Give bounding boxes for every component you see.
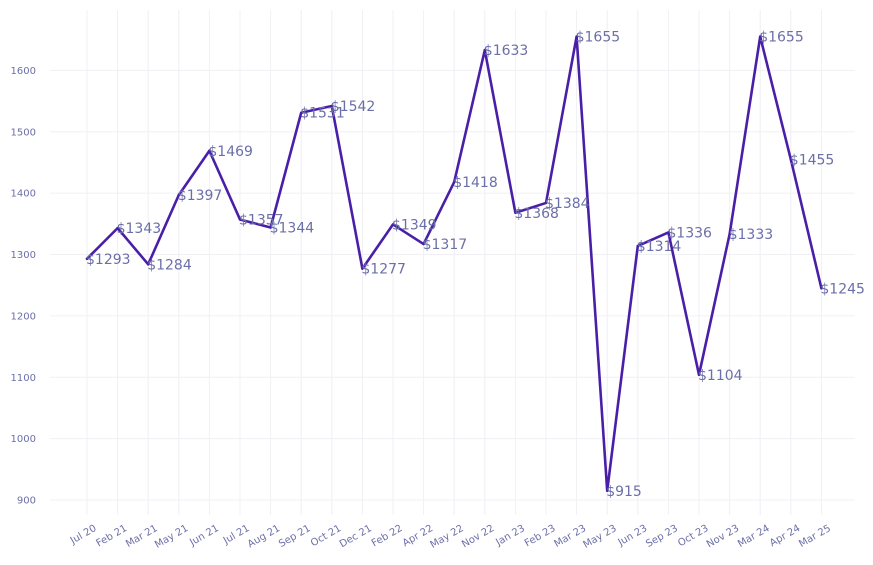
data-label: $1418	[453, 175, 498, 191]
y-tick-label: 1300	[11, 250, 36, 261]
x-tick-label: Jun 23	[616, 523, 650, 549]
data-point	[820, 287, 823, 290]
data-label: $1655	[576, 30, 621, 46]
x-tick-label: Mar 24	[736, 523, 772, 550]
data-label: $1277	[361, 262, 406, 278]
series-line-layer	[85, 35, 823, 493]
data-label: $1357	[239, 213, 284, 229]
x-tick-label: Jun 21	[187, 523, 221, 549]
x-tick-label: Feb 22	[370, 523, 405, 549]
x-tick-label: Sep 23	[644, 523, 680, 550]
data-point	[514, 211, 517, 214]
data-label: $1531	[300, 106, 345, 122]
data-point	[361, 267, 364, 270]
data-label: $1293	[86, 252, 131, 268]
data-label: $1104	[698, 368, 743, 384]
y-tick-label: 1500	[11, 127, 36, 138]
data-label: $1317	[423, 237, 468, 253]
data-label: $1314	[637, 239, 682, 255]
data-point	[453, 180, 456, 184]
data-point	[208, 149, 211, 152]
data-point	[300, 111, 303, 114]
x-tick-label: May 22	[429, 523, 466, 551]
data-label: $1344	[270, 220, 315, 236]
x-tick-label: Jan 23	[493, 523, 526, 549]
y-tick-label: 1100	[11, 373, 36, 384]
y-tick-label: 900	[17, 496, 36, 507]
x-tick-label: Feb 23	[523, 523, 558, 549]
data-point	[667, 231, 670, 234]
x-tick-label: Apr 24	[768, 523, 802, 549]
data-point	[697, 373, 701, 376]
data-point	[575, 35, 578, 38]
x-tick-label: Sep 21	[277, 523, 313, 550]
y-tick-label: 1200	[11, 311, 36, 322]
data-label-layer: $1293 $1343 $1284 $1397 $1469 $1357$1344 $1531…	[86, 30, 865, 500]
data-label: $1384	[545, 196, 590, 212]
data-point	[789, 158, 792, 161]
data-point	[544, 201, 548, 205]
data-point	[116, 226, 119, 230]
y-tick-label: 1000	[11, 434, 36, 445]
data-point	[269, 226, 272, 229]
x-tick-label: Feb 21	[94, 523, 129, 549]
x-tick-label: Nov 23	[705, 523, 741, 550]
x-tick-label: Nov 22	[460, 523, 496, 550]
data-label: $1368	[514, 206, 559, 222]
data-point	[422, 242, 425, 246]
y-tick-label: 1400	[11, 189, 36, 200]
data-point	[483, 48, 486, 52]
data-point	[330, 104, 333, 108]
data-point	[636, 244, 639, 248]
data-label: $915	[606, 484, 642, 500]
data-point	[391, 223, 395, 226]
data-label: $1349	[392, 217, 437, 233]
data-label: $1469	[208, 144, 253, 160]
data-label: $1245	[820, 281, 865, 297]
x-tick-label: Mar 21	[124, 523, 160, 550]
x-tick-label: Aug 21	[246, 523, 282, 550]
x-tick-label: Oct 23	[676, 523, 710, 549]
data-label: $1455	[790, 152, 835, 168]
data-label: $1336	[667, 225, 712, 241]
data-point	[177, 193, 180, 197]
data-point	[238, 218, 242, 221]
x-tick-label: Mar 25	[797, 523, 833, 550]
data-point	[728, 233, 731, 236]
data-label: $1333	[729, 227, 774, 243]
x-tick-label: Dec 21	[338, 523, 374, 550]
y-axis: 900 1000 1100 1200 1300 1400 1500 1600	[11, 66, 36, 507]
x-tick-label: Jul 20	[68, 523, 99, 547]
x-tick-label: Oct 21	[309, 523, 343, 549]
data-point	[147, 263, 150, 266]
data-label: $1284	[147, 257, 192, 273]
data-label: $1655	[759, 30, 804, 46]
data-label: $1542	[331, 99, 376, 115]
data-point	[759, 35, 762, 38]
data-point	[606, 489, 609, 492]
x-tick-label: May 21	[153, 523, 190, 551]
data-point	[85, 257, 89, 260]
data-label: $1343	[117, 221, 162, 237]
x-tick-label: Mar 23	[552, 523, 588, 550]
data-label: $1397	[178, 188, 223, 204]
x-tick-label: May 23	[582, 523, 619, 551]
data-label: $1633	[484, 43, 529, 59]
y-tick-label: 1600	[11, 66, 36, 77]
